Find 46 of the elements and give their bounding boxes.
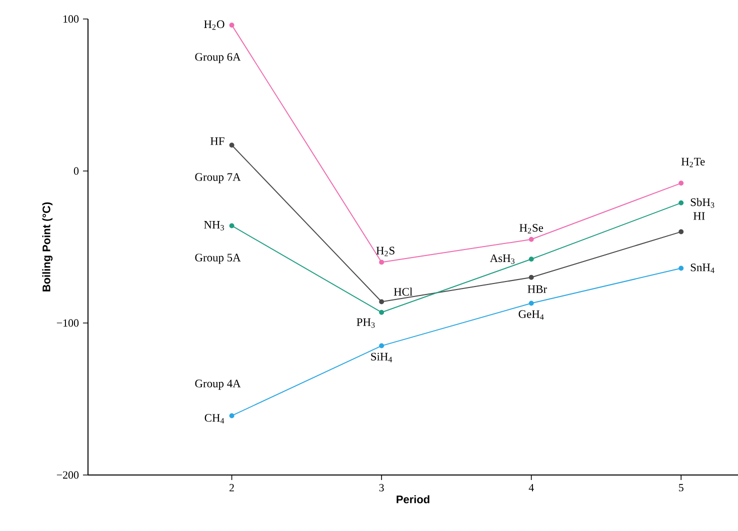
x-tick-label: 3 (379, 484, 384, 492)
point (379, 299, 384, 304)
annotation: GeH$_{4}$ (518, 310, 544, 320)
series-label: Group 6A (195, 53, 241, 64)
annotation: SnH$_{4}$ (690, 264, 714, 273)
y-tick-label: 0 (74, 167, 79, 175)
y-axis-title: Boiling Point (°C) (42, 202, 53, 292)
point (379, 343, 384, 348)
annotation: H$_{2}$O (204, 20, 224, 30)
point (229, 223, 234, 228)
point (528, 236, 534, 242)
annotation: H$_{2}$S (376, 246, 394, 256)
series-label: Group 5A (195, 254, 241, 264)
annotation: CH$_{4}$ (204, 414, 224, 424)
annotation: HBr (528, 285, 547, 293)
x-tick-label: 2 (230, 484, 234, 492)
point (528, 256, 534, 262)
annotation: H$_{2}$Se (520, 224, 544, 234)
point (678, 180, 684, 186)
point (229, 22, 234, 28)
point (678, 200, 684, 206)
point (229, 142, 234, 148)
point (528, 274, 534, 280)
series-label: Group 4A (195, 380, 241, 390)
x-tick-label: 5 (678, 484, 684, 492)
point (678, 229, 684, 234)
x-tick-label: 4 (528, 484, 534, 492)
annotation: HCl (394, 288, 412, 296)
x-axis-title: Period (396, 495, 430, 504)
y-tick-label: −100 (56, 319, 79, 327)
annotation: HI (693, 212, 705, 220)
y-tick-label: 100 (64, 15, 79, 23)
series-label: Group 7A (195, 173, 241, 184)
point (528, 300, 534, 306)
annotation: PH$_{3}$ (356, 318, 375, 328)
y-tick-label: −200 (56, 471, 79, 479)
annotation: HF (210, 137, 224, 145)
annotation: AsH$_{3}$ (490, 254, 514, 264)
point (379, 260, 384, 265)
point (229, 413, 234, 418)
annotation: SiH$_{4}$ (371, 352, 392, 362)
annotation: SbH$_{3}$ (690, 198, 714, 208)
annotation: H$_{2}$Te (681, 158, 705, 168)
point (678, 266, 684, 271)
annotation: NH$_{3}$ (204, 221, 224, 230)
point (379, 310, 384, 315)
